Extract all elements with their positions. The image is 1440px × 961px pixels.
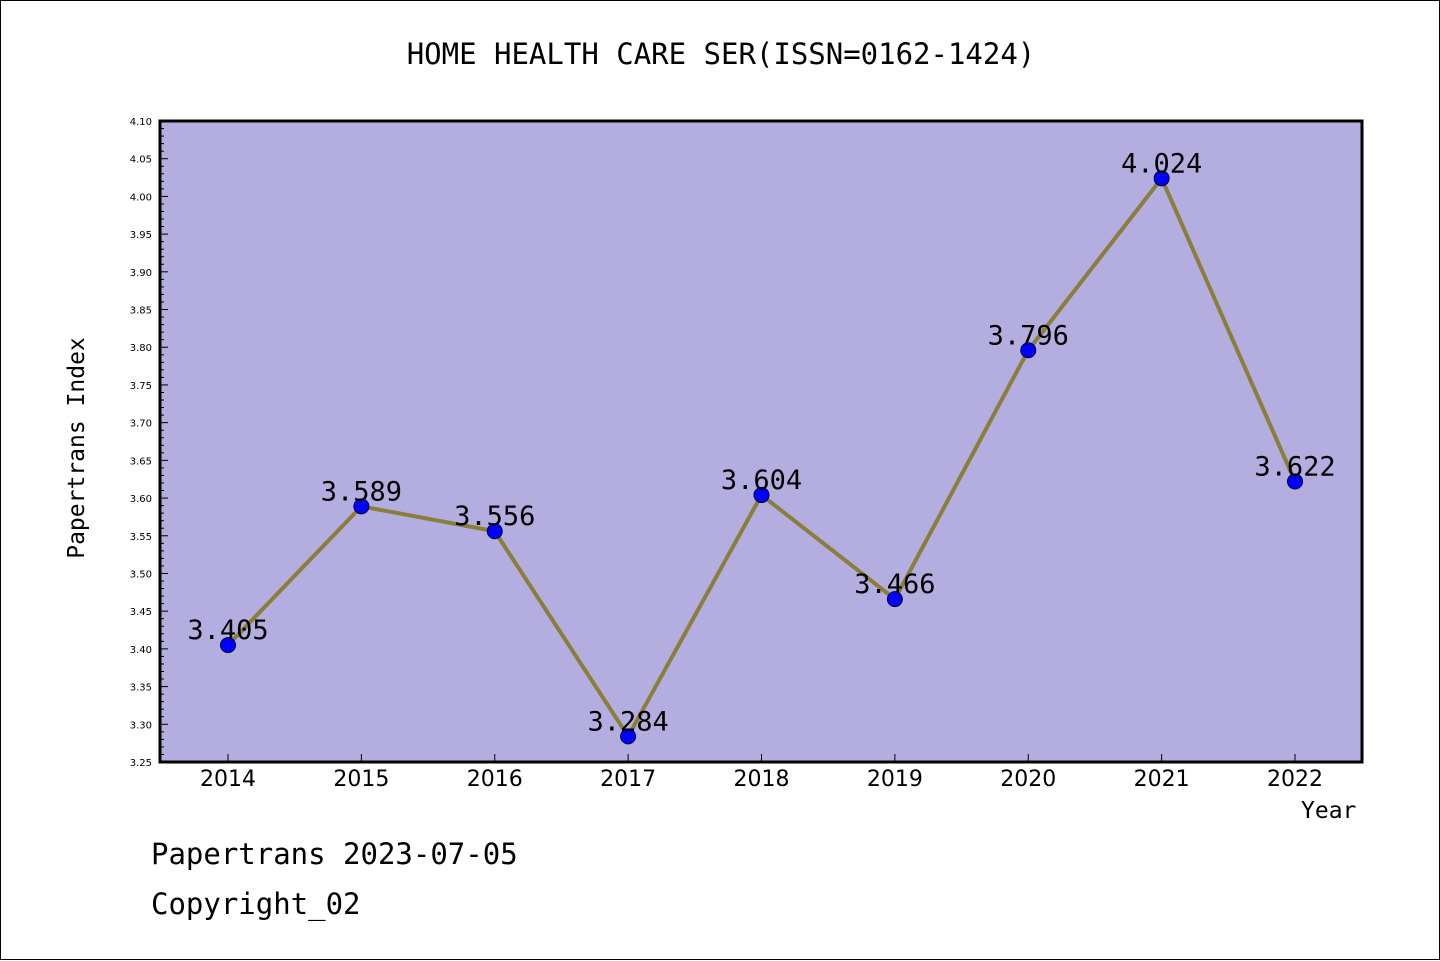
y-tick-label: 4.00 [130, 192, 152, 203]
x-tick-label: 2022 [1267, 767, 1323, 792]
y-tick-label: 3.45 [130, 607, 152, 618]
x-tick-label: 2017 [600, 767, 656, 792]
y-tick-label: 3.95 [130, 230, 152, 241]
data-label: 3.405 [187, 615, 268, 646]
y-tick-label: 3.65 [130, 456, 152, 467]
footer-copyright: Copyright_02 [151, 887, 361, 921]
data-label: 3.604 [721, 465, 802, 496]
y-tick-label: 3.40 [130, 645, 152, 656]
y-axis-label: Papertrans Index [64, 337, 90, 559]
x-tick-label: 2014 [200, 767, 256, 792]
y-tick-label: 3.90 [130, 268, 152, 279]
x-tick-label: 2015 [333, 767, 389, 792]
data-point [620, 728, 637, 745]
data-point [886, 591, 903, 608]
y-tick-label: 3.85 [130, 306, 152, 317]
data-label: 3.796 [988, 320, 1069, 351]
x-tick-label: 2020 [1000, 767, 1056, 792]
y-tick-label: 4.05 [130, 155, 152, 166]
y-tick-label: 3.30 [130, 720, 152, 731]
footer-date: Papertrans 2023-07-05 [151, 837, 518, 871]
data-markers [220, 170, 1303, 745]
y-tick-label: 3.75 [130, 381, 152, 392]
x-tick-label: 2021 [1134, 767, 1190, 792]
data-label: 3.589 [321, 476, 402, 507]
data-point [753, 487, 770, 504]
y-tick-label: 3.55 [130, 532, 152, 543]
y-tick-label: 3.25 [130, 758, 152, 769]
x-tick-label: 2016 [467, 767, 523, 792]
y-axis: 3.25 3.30 3.35 3.40 3.45 3.50 3.55 3.60 3.65 3.70… [130, 117, 168, 769]
chart-title: HOME HEALTH CARE SER(ISSN=0162-1424) [406, 37, 1036, 71]
plot-area [160, 121, 1362, 762]
x-tick-label: 2019 [867, 767, 923, 792]
y-tick-label: 3.80 [130, 343, 152, 354]
y-tick-label: 3.50 [130, 569, 152, 580]
data-point [353, 498, 370, 515]
data-point [486, 523, 503, 540]
x-axis: 2014 2015 2016 2017 2018 2019 2020 2021 2022 [200, 754, 1323, 792]
data-point [220, 637, 236, 654]
y-tick-label: 3.70 [130, 419, 152, 430]
y-tick-label: 3.35 [130, 683, 152, 694]
data-label: 3.284 [587, 706, 668, 737]
data-labels: 3.405 3.589 3.556 3.284 3.604 3.466 3.796 4.024… [187, 148, 1335, 737]
y-tick-label: 4.10 [130, 117, 152, 128]
data-label: 4.024 [1121, 148, 1202, 179]
data-point [1153, 170, 1170, 187]
data-label: 3.622 [1254, 451, 1335, 482]
y-tick-label: 3.60 [130, 494, 152, 505]
data-label: 3.466 [854, 569, 935, 600]
data-point [1020, 342, 1037, 359]
plot-border [158, 119, 1364, 764]
data-point [1287, 473, 1303, 490]
data-label: 3.556 [454, 501, 535, 532]
x-axis-label: Year [1301, 798, 1357, 824]
x-tick-label: 2018 [734, 767, 790, 792]
